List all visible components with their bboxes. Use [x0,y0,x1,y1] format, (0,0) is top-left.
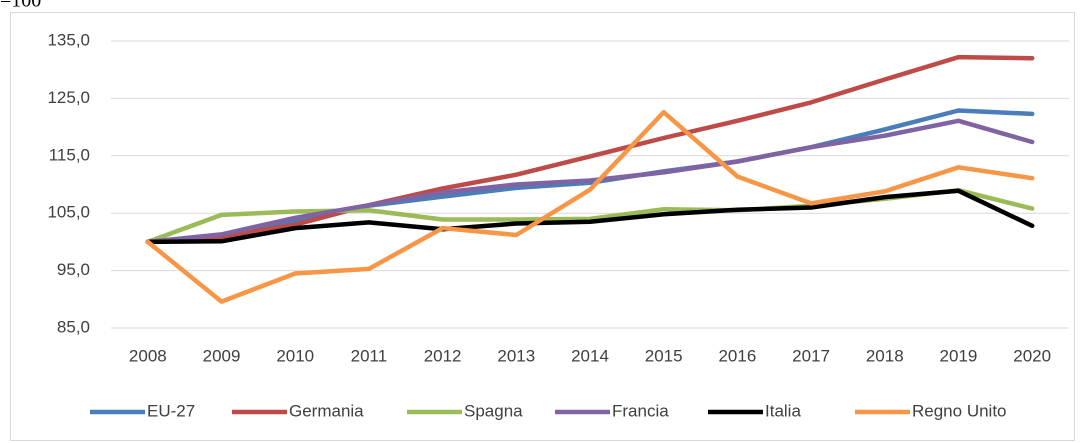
x-tick-label: 2010 [276,346,314,365]
x-tick-label: 2009 [203,346,241,365]
series-line [145,109,1035,304]
series-line [145,108,1035,245]
legend-label: Germania [289,401,364,420]
legend-label: Italia [765,401,801,420]
x-tick-label: 2017 [792,346,830,365]
legend-label: EU-27 [147,401,195,420]
chart-frame [10,12,1075,441]
x-tick-label: 2013 [497,346,535,365]
chart-title: =100 [0,0,41,12]
y-tick-label: 125,0 [47,88,90,107]
legend-label: Spagna [464,401,523,420]
x-tick-label: 2011 [351,346,388,365]
y-tick-label: 115,0 [49,145,90,164]
x-tick-label: 2020 [1013,346,1051,365]
x-tick-label: 2018 [866,346,904,365]
x-tick-label: 2019 [940,346,978,365]
series-line [145,188,1035,245]
legend-label: Francia [612,401,669,420]
x-tick-label: 2008 [129,346,167,365]
y-tick-label: 135,0 [47,30,90,49]
y-tick-label: 105,0 [47,203,90,222]
series-line [145,118,1035,245]
y-tick-label: 95,0 [57,260,90,279]
x-tick-label: 2015 [645,346,683,365]
legend-label: Regno Unito [912,401,1007,420]
series-line [145,54,1035,245]
x-tick-label: 2016 [718,346,756,365]
x-tick-label: 2012 [424,346,462,365]
x-tick-label: 2014 [571,346,609,365]
y-tick-label: 85,0 [57,317,90,336]
